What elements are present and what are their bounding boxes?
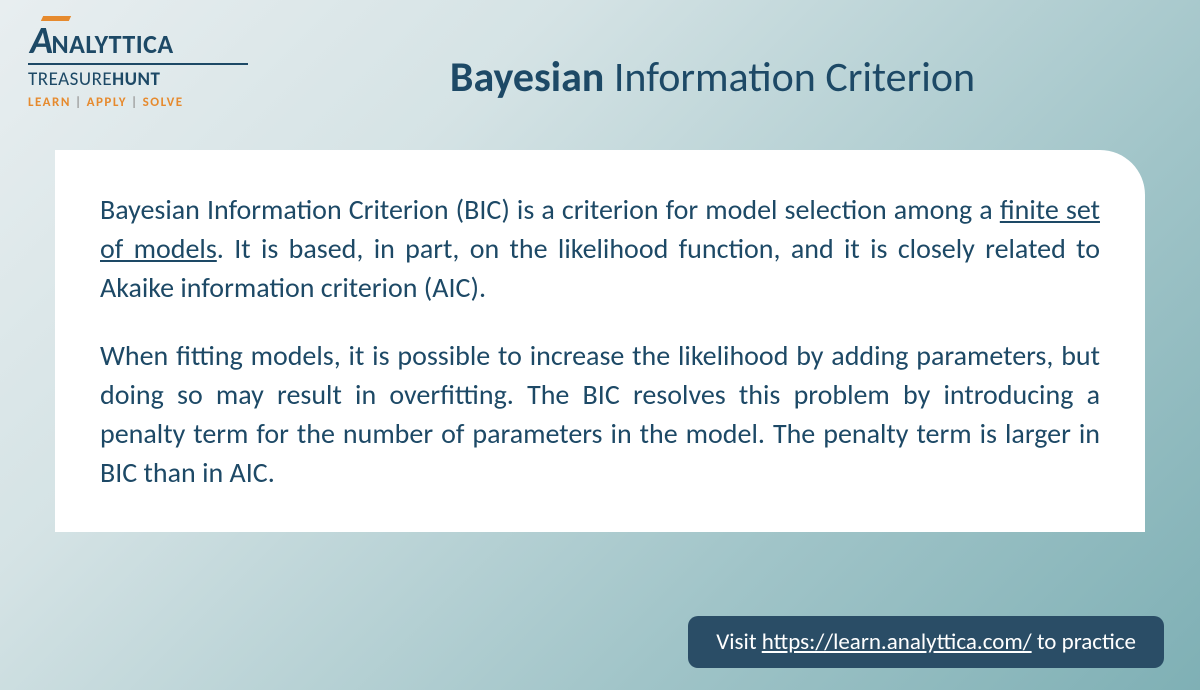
brand-logo: ANALYTTICA TREASUREHUNT LEARN | APPLY | SOLV… bbox=[28, 22, 248, 110]
tagline-solve: SOLVE bbox=[143, 95, 184, 110]
cta-banner[interactable]: Visit https://learn.analyttica.com/ to p… bbox=[688, 616, 1164, 668]
paragraph-1: Bayesian Information Criterion (BIC) is … bbox=[100, 190, 1100, 308]
tagline-sep-icon: | bbox=[75, 95, 83, 110]
logo-sub-light: TREASURE bbox=[28, 68, 112, 91]
title-bold: Bayesian bbox=[450, 52, 604, 103]
p1-text-a: Bayesian Information Criterion (BIC) is … bbox=[100, 192, 1000, 227]
content-card: Bayesian Information Criterion (BIC) is … bbox=[55, 150, 1145, 532]
logo-tagline: LEARN | APPLY | SOLVE bbox=[28, 95, 248, 110]
logo-sub-bold: HUNT bbox=[112, 68, 160, 91]
tagline-learn: LEARN bbox=[28, 95, 71, 110]
paragraph-2: When fitting models, it is possible to i… bbox=[100, 336, 1100, 493]
cta-post: to practice bbox=[1032, 628, 1136, 656]
title-rest: Information Criterion bbox=[604, 52, 975, 103]
logo-main: ANALYTTICA bbox=[28, 22, 248, 60]
cta-link[interactable]: https://learn.analyttica.com/ bbox=[762, 628, 1032, 656]
logo-letter-a: A bbox=[30, 22, 54, 60]
logo-text-rest: NALYTTICA bbox=[52, 28, 174, 60]
tagline-sep-icon: | bbox=[131, 95, 139, 110]
tagline-apply: APPLY bbox=[87, 95, 127, 110]
p1-text-b: . It is based, in part, on the likelihoo… bbox=[100, 231, 1100, 305]
cta-pre: Visit bbox=[716, 628, 762, 656]
page-title: Bayesian Information Criterion bbox=[265, 52, 1160, 103]
logo-subtitle: TREASUREHUNT bbox=[28, 63, 248, 91]
